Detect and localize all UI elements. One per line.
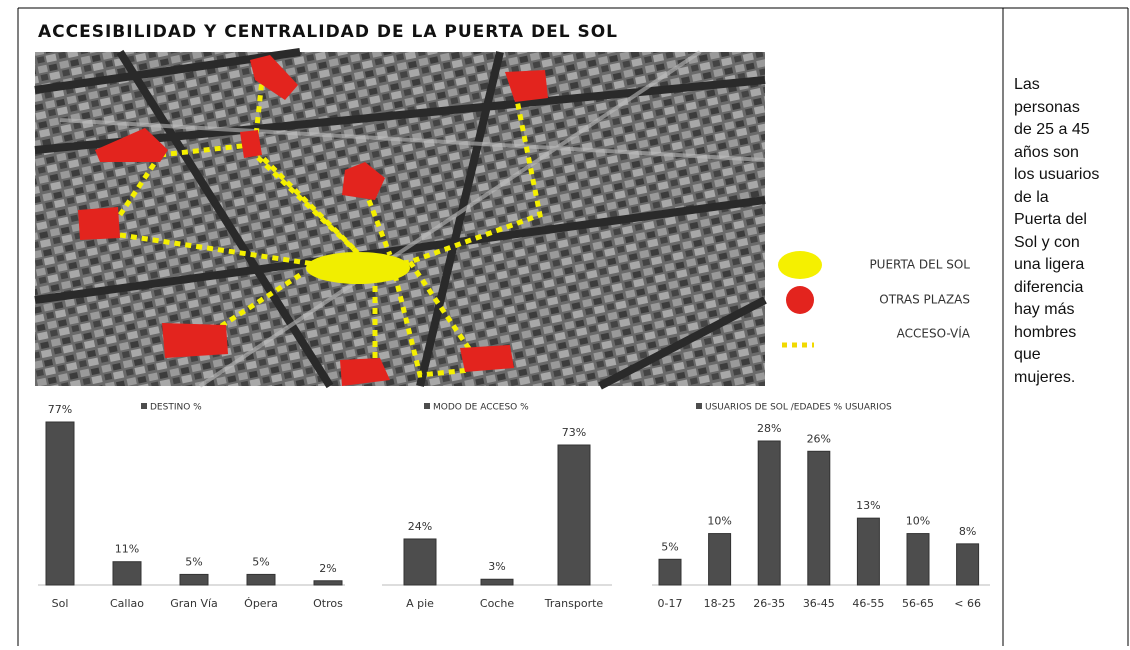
x-tick-label: < 66 [954, 597, 981, 610]
x-tick-label: 18-25 [704, 597, 736, 610]
x-tick-label: 0-17 [658, 597, 683, 610]
x-tick-label: Gran Vía [170, 597, 218, 610]
data-label: 5% [185, 555, 202, 568]
legend-swatch [786, 286, 814, 314]
bar [557, 444, 591, 586]
data-label: 26% [807, 432, 831, 445]
bar [112, 561, 142, 586]
legend-label: ACCESO-VÍA [897, 326, 971, 341]
legend-swatch [141, 403, 147, 409]
x-tick-label: A pie [406, 597, 434, 610]
data-label: 73% [562, 426, 586, 439]
x-tick-label: Callao [110, 597, 144, 610]
bar [403, 538, 437, 586]
data-label: 2% [319, 562, 336, 575]
bar [480, 578, 514, 586]
bar [856, 517, 880, 586]
data-label: 13% [856, 499, 880, 512]
map [34, 48, 767, 390]
data-label: 28% [757, 422, 781, 435]
bar [658, 558, 682, 586]
legend-label: PUERTA DEL SOL [869, 258, 970, 272]
legend-swatch [424, 403, 430, 409]
data-label: 8% [959, 525, 976, 538]
bar [246, 573, 276, 586]
bar [179, 573, 209, 586]
x-tick-label: Transporte [544, 597, 604, 610]
chart-title: USUARIOS DE SOL /EDADES % USUARIOS [705, 403, 892, 413]
bar [757, 440, 781, 586]
bar [807, 450, 831, 586]
x-tick-label: 46-55 [852, 597, 884, 610]
chart-title: DESTINO % [150, 403, 202, 413]
x-tick-label: Otros [313, 597, 343, 610]
data-label: 24% [408, 520, 432, 533]
data-label: 3% [488, 560, 505, 573]
title: ACCESIBILIDAD Y CENTRALIDAD DE LA PUERTA… [38, 22, 618, 42]
bar [708, 533, 732, 586]
chart-title: MODO DE ACCESO % [433, 403, 529, 413]
legend-label: OTRAS PLAZAS [879, 293, 970, 307]
data-label: 77% [48, 403, 72, 416]
data-label: 5% [661, 540, 678, 553]
data-label: 10% [707, 515, 731, 528]
legend-swatch [778, 251, 822, 279]
bar [45, 421, 75, 586]
x-tick-label: 26-35 [753, 597, 785, 610]
legend-swatch [696, 403, 702, 409]
x-tick-label: Sol [52, 597, 69, 610]
x-tick-label: 36-45 [803, 597, 835, 610]
data-label: 10% [906, 515, 930, 528]
data-label: 5% [252, 555, 269, 568]
data-label: 11% [115, 543, 139, 556]
x-tick-label: Ópera [244, 597, 278, 610]
x-tick-label: Coche [480, 597, 514, 610]
bar [313, 580, 343, 586]
bar [956, 543, 980, 586]
x-tick-label: 56-65 [902, 597, 934, 610]
bar [906, 533, 930, 586]
side-text: Las personas de 25 a 45 años son los usu… [1014, 76, 1100, 386]
